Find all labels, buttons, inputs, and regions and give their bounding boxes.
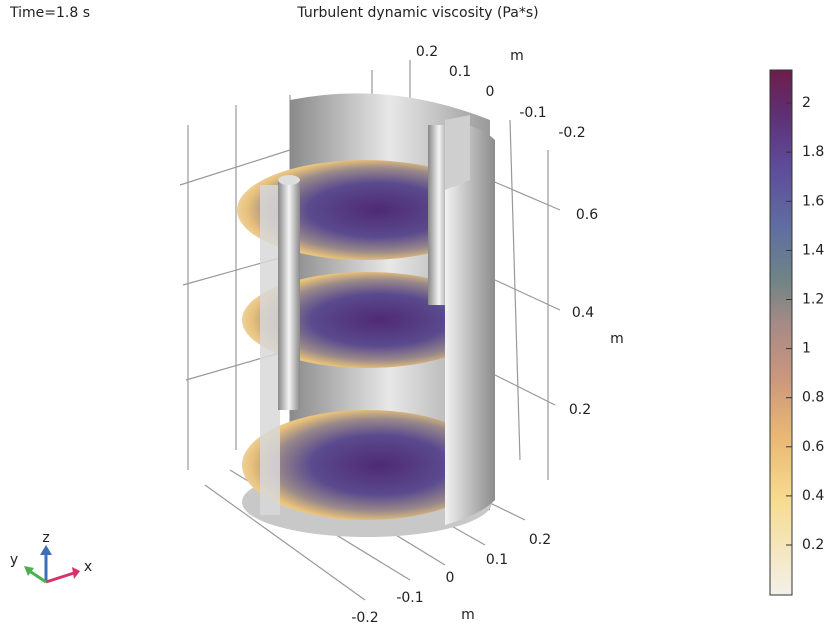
colorbar bbox=[770, 70, 792, 595]
colorbar-tick-label: 1.2 bbox=[802, 292, 824, 308]
top-tick-label: -0.2 bbox=[558, 125, 585, 141]
top-tick-label: -0.1 bbox=[519, 105, 546, 121]
bottom-tick-label: -0.2 bbox=[351, 610, 378, 626]
plot-title: Turbulent dynamic viscosity (Pa*s) bbox=[296, 5, 538, 21]
bottom-tick-label: -0.1 bbox=[396, 590, 423, 606]
colorbar-tick-label: 0.6 bbox=[802, 439, 824, 455]
top-tick-label: 0 bbox=[486, 84, 495, 100]
coordinate-triad: z x y bbox=[10, 530, 92, 582]
top-tick-label: 0.1 bbox=[449, 64, 471, 80]
colorbar-tick-label: 1.8 bbox=[802, 144, 824, 160]
colorbar-tick-label: 1.6 bbox=[802, 193, 824, 209]
z-tick-label: 0.2 bbox=[569, 402, 591, 418]
z-tick-label: 0.4 bbox=[572, 305, 594, 321]
time-label: Time=1.8 s bbox=[9, 5, 90, 21]
z-unit: m bbox=[610, 331, 624, 347]
colorbar-tick-label: 0.8 bbox=[802, 390, 824, 406]
bottom-tick-label: 0.1 bbox=[486, 552, 508, 568]
colorbar-tick-label: 0.4 bbox=[802, 488, 824, 504]
top-tick-label: 0.2 bbox=[416, 44, 438, 60]
triad-x: x bbox=[84, 559, 92, 575]
colorbar-tick-label: 1.4 bbox=[802, 242, 824, 258]
bottom-unit: m bbox=[461, 607, 475, 623]
mixing-tank bbox=[237, 93, 495, 537]
bottom-tick-label: 0.2 bbox=[529, 532, 551, 548]
colorbar-tick-label: 0.2 bbox=[802, 537, 824, 553]
triad-y: y bbox=[10, 552, 18, 568]
colorbar-tick-label: 1 bbox=[802, 341, 811, 357]
colorbar-tick-label: 2 bbox=[802, 95, 811, 111]
viewport: z x y Time=1.8 s Turbulent dynamic visco… bbox=[0, 0, 830, 628]
z-tick-label: 0.6 bbox=[576, 207, 598, 223]
top-unit: m bbox=[510, 48, 524, 64]
triad-z: z bbox=[42, 530, 49, 546]
bottom-tick-label: 0 bbox=[446, 570, 455, 586]
